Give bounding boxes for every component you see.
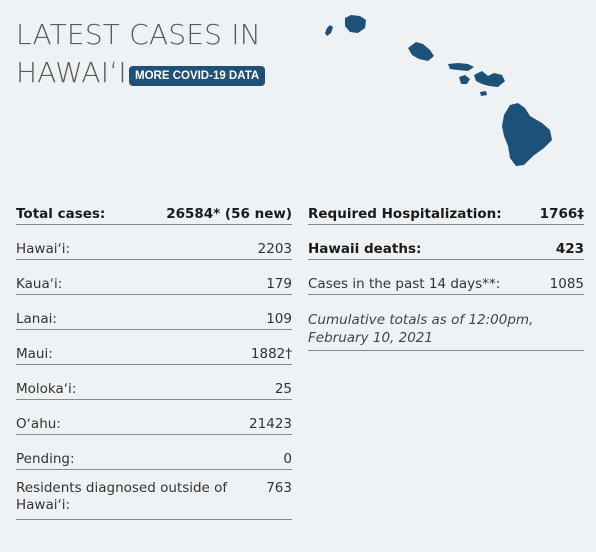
- big-island-shape: [502, 103, 552, 166]
- table-row: Kauaʻi: 179: [16, 270, 292, 295]
- row-label: Oʻahu:: [16, 416, 61, 432]
- row-value: 109: [266, 311, 292, 327]
- row-value: 1085: [549, 276, 584, 292]
- maui-island-shape: [474, 71, 505, 87]
- title-line-1: LATEST CASES IN: [16, 18, 261, 51]
- oahu-island-shape: [408, 42, 434, 61]
- row-label: Pending:: [16, 451, 75, 467]
- county-cases-table: Total cases: 26584* (56 new) Hawaiʻi: 22…: [16, 200, 292, 530]
- row-value: 423: [555, 241, 584, 257]
- row-value: 179: [266, 276, 292, 292]
- molokai-island-shape: [448, 63, 474, 71]
- hawaii-islands-map-icon: [325, 15, 552, 166]
- row-label: Kauaʻi:: [16, 276, 63, 292]
- row-label: Maui:: [16, 346, 53, 362]
- table-row: Molokaʻi: 25: [16, 375, 292, 400]
- row-value: 25: [274, 381, 292, 397]
- table-row: Maui: 1882†: [16, 340, 292, 365]
- table-row: Lanai: 109: [16, 305, 292, 330]
- row-value: 21423: [249, 416, 292, 432]
- row-label: Lanai:: [16, 311, 57, 327]
- row-label: Total cases:: [16, 206, 106, 222]
- table-row: Hawaiʻi: 2203: [16, 235, 292, 260]
- table-row: Oʻahu: 21423: [16, 410, 292, 435]
- row-label: Residents diagnosed outside of Hawaiʻi:: [16, 480, 228, 513]
- more-covid-data-button[interactable]: MORE COVID-19 DATA: [129, 66, 266, 86]
- statewide-summary-table: Required Hospitalization: 1766‡ Hawaii d…: [308, 200, 584, 351]
- row-value: 26584* (56 new): [166, 206, 292, 222]
- niihau-island-shape: [325, 25, 333, 36]
- row-label: Cases in the past 14 days**:: [308, 276, 501, 292]
- page-title: LATEST CASES IN HAWAIʻI: [16, 16, 261, 92]
- kauai-island-shape: [345, 15, 366, 33]
- row-value: 2203: [257, 241, 292, 257]
- row-label: Molokaʻi:: [16, 381, 77, 397]
- row-label: Required Hospitalization:: [308, 206, 502, 222]
- row-label: Hawaiʻi:: [16, 241, 71, 257]
- lanai-island-shape: [459, 75, 470, 84]
- cumulative-totals-note: Cumulative totals as of 12:00pm, Februar…: [308, 311, 584, 351]
- row-value: 1766‡: [539, 206, 584, 222]
- table-row: Required Hospitalization: 1766‡: [308, 200, 584, 225]
- table-row: Residents diagnosed outside of Hawaiʻi: …: [16, 480, 292, 520]
- title-line-2: HAWAIʻI: [16, 56, 127, 89]
- row-label: Hawaii deaths:: [308, 241, 422, 257]
- table-row: Pending: 0: [16, 445, 292, 470]
- row-value: 1882†: [250, 346, 292, 362]
- row-value: 763: [266, 480, 292, 496]
- table-row: Cases in the past 14 days**: 1085: [308, 270, 584, 295]
- kahoolawe-island-shape: [480, 91, 487, 96]
- row-value: 0: [283, 451, 292, 467]
- table-row: Total cases: 26584* (56 new): [16, 200, 292, 225]
- table-row: Hawaii deaths: 423: [308, 235, 584, 260]
